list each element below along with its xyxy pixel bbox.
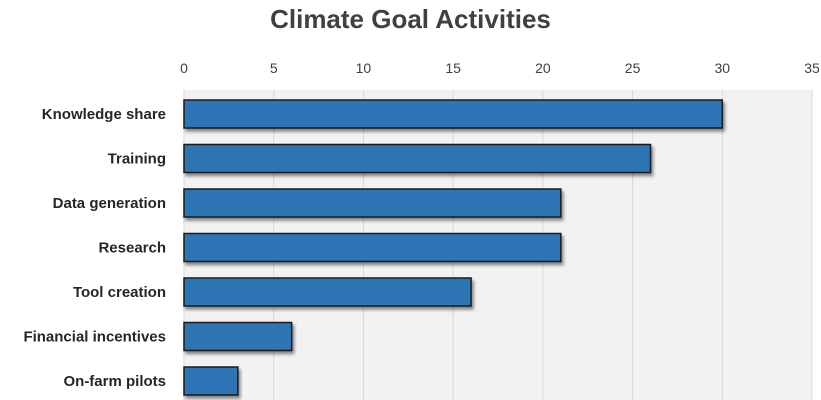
bar <box>183 366 239 396</box>
x-tick-label: 35 <box>804 60 820 76</box>
bar <box>183 188 562 218</box>
category-label: On-farm pilots <box>63 373 166 390</box>
bar <box>183 277 472 307</box>
x-tick-label: 15 <box>445 60 461 76</box>
x-tick-label: 0 <box>180 60 188 76</box>
category-label: Research <box>98 240 166 257</box>
category-label: Training <box>108 151 166 168</box>
x-tick-label: 20 <box>535 60 551 76</box>
x-tick-label: 30 <box>714 60 730 76</box>
bar <box>183 321 293 352</box>
bar <box>183 99 724 129</box>
category-label: Financial incentives <box>23 329 166 346</box>
bars <box>183 99 724 396</box>
bar <box>183 143 652 174</box>
category-label: Data generation <box>53 195 166 212</box>
x-axis-ticks: 0 5 10 15 20 25 30 35 <box>180 60 820 76</box>
x-tick-label: 10 <box>356 60 372 76</box>
chart-title: Climate Goal Activities <box>270 4 551 34</box>
category-label: Tool creation <box>73 284 166 301</box>
x-tick-label: 25 <box>625 60 641 76</box>
bar <box>183 232 562 263</box>
category-labels: Knowledge share Training Data generation Re… <box>23 106 166 390</box>
x-tick-label: 5 <box>270 60 278 76</box>
category-label: Knowledge share <box>42 106 166 123</box>
